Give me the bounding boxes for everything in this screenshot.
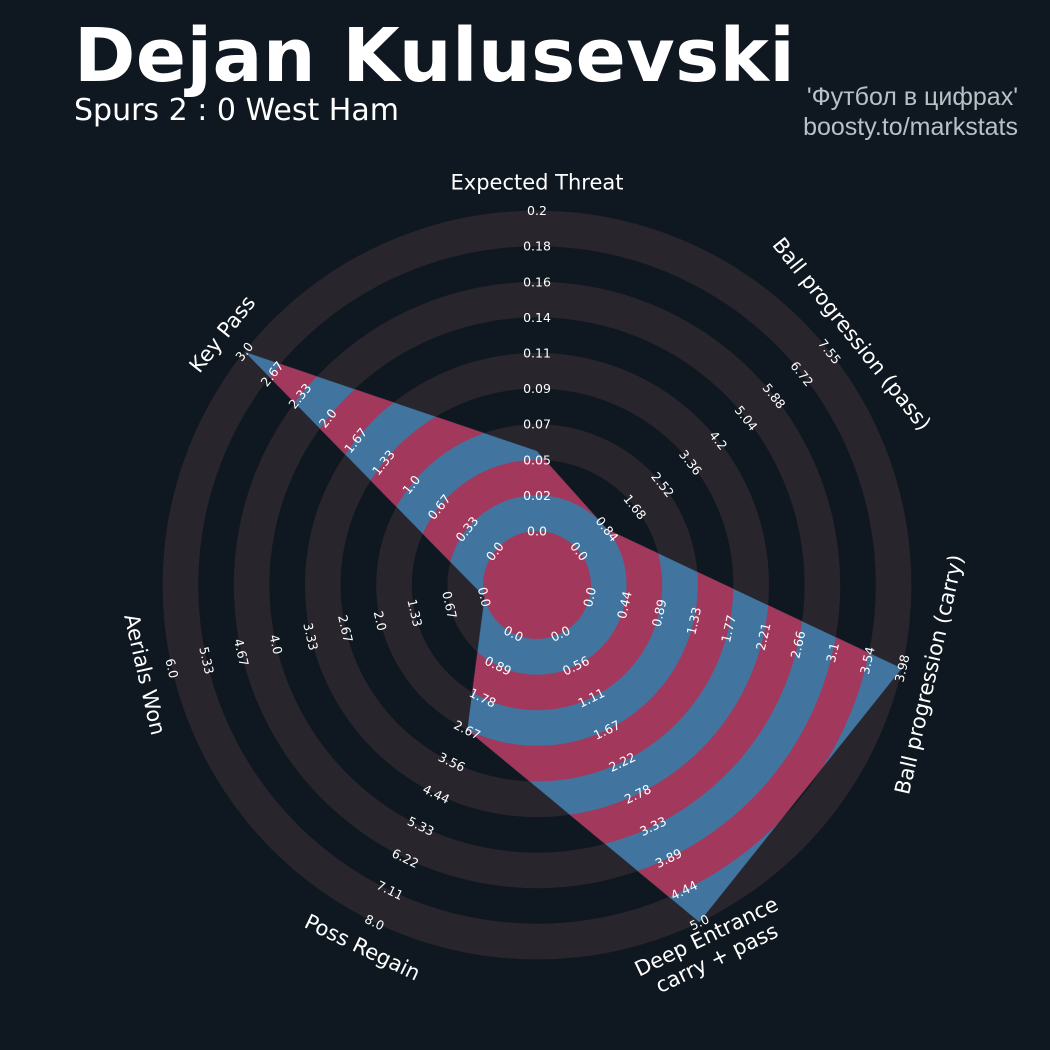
param-label: Aerials Won: [119, 612, 170, 738]
tick-label: 5.33: [196, 645, 217, 675]
tick-label: 0.0: [580, 586, 599, 609]
tick-label: 1.33: [683, 606, 704, 636]
tick-label: 0.02: [523, 488, 551, 503]
tick-label: 3.33: [300, 621, 321, 651]
tick-label: 0.18: [523, 239, 551, 254]
tick-label: 0.0: [527, 524, 547, 539]
page-subtitle: Spurs 2 : 0 West Ham: [74, 93, 399, 128]
radar-fill-center: [483, 531, 591, 639]
credit-line-1: 'Футбол в цифрах': [806, 83, 1018, 111]
tick-label: 2.21: [753, 621, 774, 651]
tick-label: 2.66: [787, 629, 808, 660]
tick-label: 0.0: [475, 586, 494, 609]
credit-line-2: boosty.to/markstats: [803, 113, 1018, 141]
param-label-line: Expected Threat: [451, 171, 624, 195]
tick-label: 2.67: [335, 613, 356, 643]
tick-label: 0.14: [523, 310, 551, 325]
param-label-line: Aerials Won: [119, 612, 170, 738]
tick-label: 3.98: [892, 653, 913, 684]
tick-label: 0.67: [439, 590, 460, 620]
tick-label: 2.0: [371, 609, 390, 632]
tick-label: 0.89: [649, 598, 670, 629]
tick-label: 0.07: [523, 417, 551, 432]
tick-label: 0.11: [523, 346, 551, 361]
param-label: Expected Threat: [451, 171, 624, 195]
tick-label: 0.2: [527, 203, 547, 218]
tick-label: 3.1: [823, 641, 842, 664]
tick-label: 1.77: [718, 613, 739, 643]
tick-label: 1.33: [404, 598, 425, 628]
tick-label: 0.44: [614, 590, 635, 621]
tick-label: 0.16: [523, 274, 551, 289]
tick-label: 0.09: [523, 381, 551, 396]
tick-label: 0.05: [523, 452, 551, 467]
page-title: Dejan Kulusevski: [74, 13, 796, 99]
credit-block: 'Футбол в цифрах' boosty.to/markstats: [803, 82, 1018, 142]
tick-label: 3.54: [857, 645, 878, 676]
tick-label: 4.67: [231, 637, 252, 667]
tick-label: 6.0: [162, 657, 181, 680]
tick-label: 4.0: [267, 633, 286, 656]
